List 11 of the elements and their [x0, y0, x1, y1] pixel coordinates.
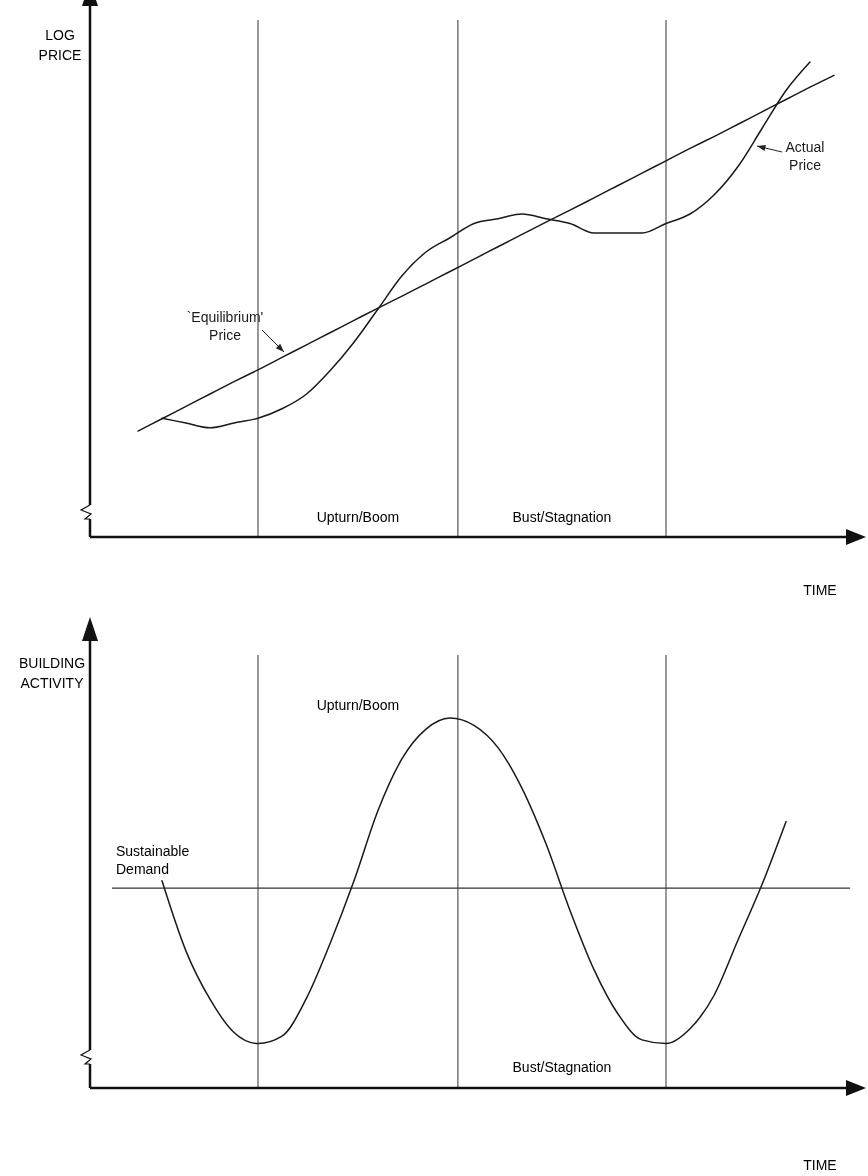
y-axis-title: BUILDING ACTIVITY [18, 655, 86, 691]
legend-label: Actual Price [785, 139, 825, 173]
ref-line-label: Sustainable Demand [116, 843, 190, 878]
annotation: Upturn/Boom [316, 509, 400, 525]
x-axis-title: TIME [803, 582, 837, 598]
y-axis-title: LOG PRICE [38, 27, 82, 63]
x-axis-title: TIME [803, 1157, 837, 1173]
annotation: Bust/Stagnation [512, 509, 612, 525]
series-label: `Equilibrium' Price [186, 309, 264, 343]
annotation: Bust/Stagnation [512, 1059, 612, 1075]
text: Upturn/Boom [316, 697, 400, 713]
